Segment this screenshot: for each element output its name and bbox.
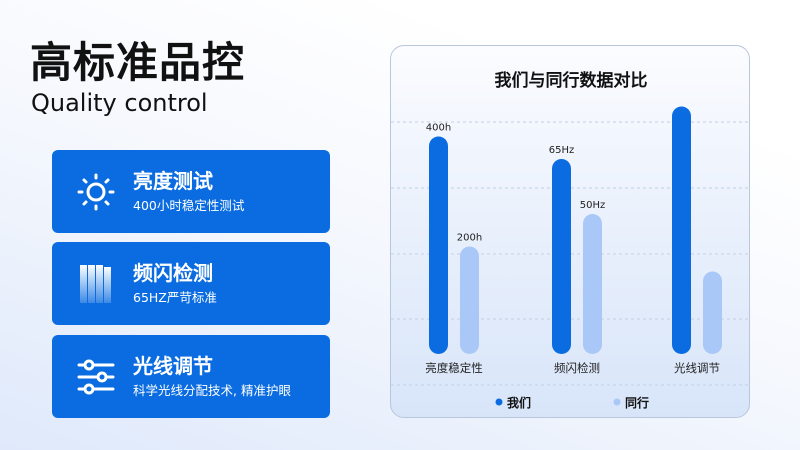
feature-desc: 400小时稳定性测试 bbox=[133, 198, 245, 213]
feature-desc: 科学光线分配技术, 精准护眼 bbox=[133, 383, 291, 398]
legend-label: 我们 bbox=[507, 395, 531, 410]
feature-card-flicker: 频闪检测 65HZ严苛标准 bbox=[52, 242, 330, 325]
bar-peer bbox=[460, 246, 479, 354]
feature-card-brightness: 亮度测试 400小时稳定性测试 bbox=[52, 150, 330, 233]
feature-desc: 65HZ严苛标准 bbox=[133, 290, 217, 305]
legend-dot bbox=[613, 398, 621, 406]
data-label: 200h bbox=[457, 233, 482, 244]
bar-ours bbox=[672, 106, 691, 354]
legend-label: 同行 bbox=[625, 395, 649, 410]
feature-card-light: 光线调节 科学光线分配技术, 精准护眼 bbox=[52, 335, 330, 418]
page-title: 高标准品控 bbox=[30, 38, 246, 87]
flicker-bars-icon bbox=[80, 265, 111, 303]
bar-ours bbox=[552, 159, 571, 354]
bar-peer bbox=[583, 214, 602, 354]
chart-title: 我们与同行数据对比 bbox=[495, 70, 648, 91]
bar-ours bbox=[429, 136, 448, 354]
bar-peer bbox=[703, 271, 722, 354]
feature-title: 频闪检测 bbox=[133, 261, 213, 285]
chart-panel: 我们与同行数据对比 400h 200h 亮度稳定性 65Hz 50Hz 频闪检测 光线调节我们… bbox=[390, 45, 751, 418]
legend-dot bbox=[495, 398, 503, 406]
category-label: 频闪检测 bbox=[554, 361, 600, 375]
data-label: 65Hz bbox=[549, 145, 575, 156]
category-label: 亮度稳定性 bbox=[425, 361, 483, 375]
data-label: 50Hz bbox=[580, 200, 606, 211]
sliders-icon bbox=[77, 359, 115, 395]
feature-title: 亮度测试 bbox=[133, 169, 213, 193]
page-subtitle: Quality control bbox=[31, 89, 208, 117]
sun-icon bbox=[77, 173, 115, 211]
comparison-chart: 我们与同行数据对比 400h 200h 亮度稳定性 65Hz 50Hz 频闪检测 光线调节我们… bbox=[391, 70, 751, 410]
category-label: 光线调节 bbox=[674, 361, 720, 375]
data-label: 400h bbox=[426, 123, 451, 134]
feature-title: 光线调节 bbox=[133, 354, 213, 378]
